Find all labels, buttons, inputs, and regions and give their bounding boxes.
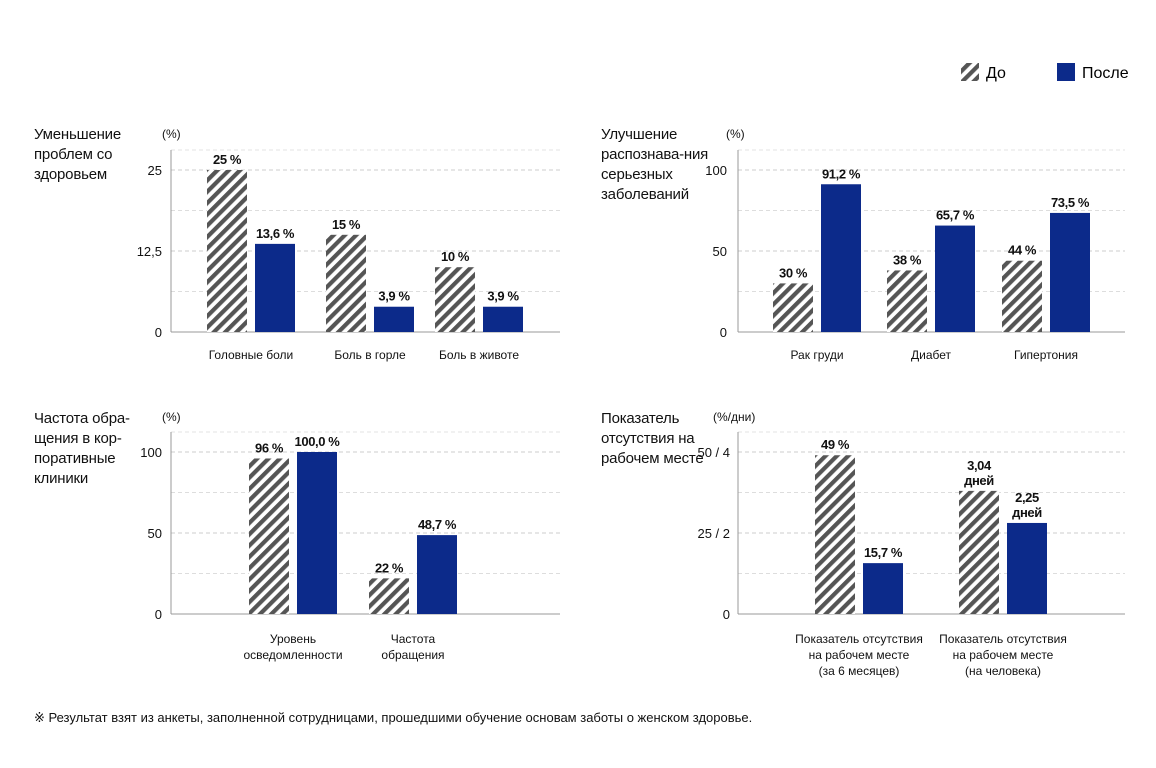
bar-after xyxy=(1050,212,1090,332)
data-label: 15 % xyxy=(332,217,361,232)
bar-before xyxy=(773,283,813,332)
data-label: дней xyxy=(964,473,994,488)
legend-before-label: До xyxy=(986,65,1006,82)
category-label: Показатель отсутствия xyxy=(939,632,1067,646)
chart-title-disease-recognition: Улучшение распознава-ния серьезных забол… xyxy=(601,126,709,203)
category-label: (на человека) xyxy=(965,664,1041,678)
data-label: 3,9 % xyxy=(378,289,410,304)
category-label: Уровень xyxy=(270,632,316,646)
data-label: 96 % xyxy=(255,440,284,455)
data-label: 73,5 % xyxy=(1051,195,1090,210)
y-tick-label: 0 xyxy=(155,607,162,622)
category-label: Частота xyxy=(391,632,436,646)
y-tick-label: 100 xyxy=(705,163,727,178)
chart-clinic-visits: (%) 0 50 100 96 % 100,0 % Уровень осведомленнос… xyxy=(140,410,560,662)
bar-before xyxy=(815,455,855,614)
bar-before xyxy=(369,578,409,614)
bar-before xyxy=(887,270,927,332)
bar-before xyxy=(326,234,366,332)
y-tick-label: 50 xyxy=(713,244,727,259)
data-label: 10 % xyxy=(441,249,470,264)
bar-after xyxy=(483,306,523,332)
bar-before xyxy=(959,490,999,614)
category-label: Диабет xyxy=(911,348,952,362)
category-label: Боль в горле xyxy=(334,348,406,362)
category-label: Рак груди xyxy=(790,348,843,362)
y-tick-label: 25 / 2 xyxy=(697,526,730,541)
data-label: дней xyxy=(1012,505,1042,520)
category-label: Боль в животе xyxy=(439,348,519,362)
y-tick-label: 50 xyxy=(148,526,162,541)
data-label: 22 % xyxy=(375,560,404,575)
data-label: 25 % xyxy=(213,152,242,167)
legend-before-swatch xyxy=(961,63,979,81)
bar-after xyxy=(297,452,337,614)
y-tick-label: 50 / 4 xyxy=(697,445,730,460)
legend: До После xyxy=(961,63,1129,82)
chart-title-health-problems: Уменьшение проблем со здоровьем xyxy=(34,126,121,183)
data-label: 2,25 xyxy=(1015,490,1039,505)
bar-before xyxy=(249,458,289,614)
y-tick-label: 0 xyxy=(155,325,162,340)
data-label: 49 % xyxy=(821,437,850,452)
category-label: осведомленности xyxy=(243,648,342,662)
data-label: 38 % xyxy=(893,252,922,267)
unit-label: (%/дни) xyxy=(713,410,755,424)
y-tick-label: 25 xyxy=(148,163,162,178)
bar-before xyxy=(1002,260,1042,332)
category-label: на рабочем месте xyxy=(953,648,1054,662)
category-label: Головные боли xyxy=(209,348,294,362)
data-label: 100,0 % xyxy=(295,434,341,449)
bar-before xyxy=(207,170,247,332)
data-label: 13,6 % xyxy=(256,226,295,241)
unit-label: (%) xyxy=(726,127,745,141)
bar-after xyxy=(863,563,903,614)
data-label: 91,2 % xyxy=(822,166,861,181)
y-tick-label: 0 xyxy=(720,325,727,340)
y-tick-label: 12,5 xyxy=(137,244,162,259)
y-tick-label: 100 xyxy=(140,445,162,460)
category-label: обращения xyxy=(381,648,444,662)
data-label: 44 % xyxy=(1008,243,1037,258)
data-label: 3,9 % xyxy=(487,289,519,304)
footnote: ※ Результат взят из анкеты, заполненной … xyxy=(34,710,753,725)
bar-after xyxy=(374,306,414,332)
category-label: (за 6 месяцев) xyxy=(819,664,900,678)
chart-title-absence: Показатель отсутствия на рабочем месте xyxy=(601,410,704,467)
data-label: 65,7 % xyxy=(936,208,975,223)
category-label: Показатель отсутствия xyxy=(795,632,923,646)
chart-disease-recognition: (%) 0 50 100 30 % 91,2 % Рак груди 38 % 65,7 % Ди… xyxy=(705,127,1125,362)
data-label: 15,7 % xyxy=(864,545,903,560)
chart-absence: (%/дни) 0 25 / 2 50 / 4 49 % 15,7 % Показатель… xyxy=(697,410,1125,678)
y-tick-label: 0 xyxy=(723,607,730,622)
data-label: 3,04 xyxy=(967,458,992,473)
chart-title-clinic-visits: Частота обра-щения в кор-поративные клин… xyxy=(34,410,130,487)
category-label: на рабочем месте xyxy=(809,648,910,662)
category-label: Гипертония xyxy=(1014,348,1078,362)
bar-after xyxy=(935,225,975,332)
unit-label: (%) xyxy=(162,410,181,424)
bar-after xyxy=(417,535,457,614)
bar-after xyxy=(1007,522,1047,614)
bar-before xyxy=(435,267,475,332)
bar-after xyxy=(821,184,861,332)
unit-label: (%) xyxy=(162,127,181,141)
chart-health-problems: (%) 0 12,5 25 25 % 13,6 % Головные боли 15 % 3,9… xyxy=(137,127,560,362)
data-label: 30 % xyxy=(779,265,808,280)
legend-after-label: После xyxy=(1082,65,1129,82)
legend-after-swatch xyxy=(1057,63,1075,81)
data-label: 48,7 % xyxy=(418,517,457,532)
bar-after xyxy=(255,243,295,332)
